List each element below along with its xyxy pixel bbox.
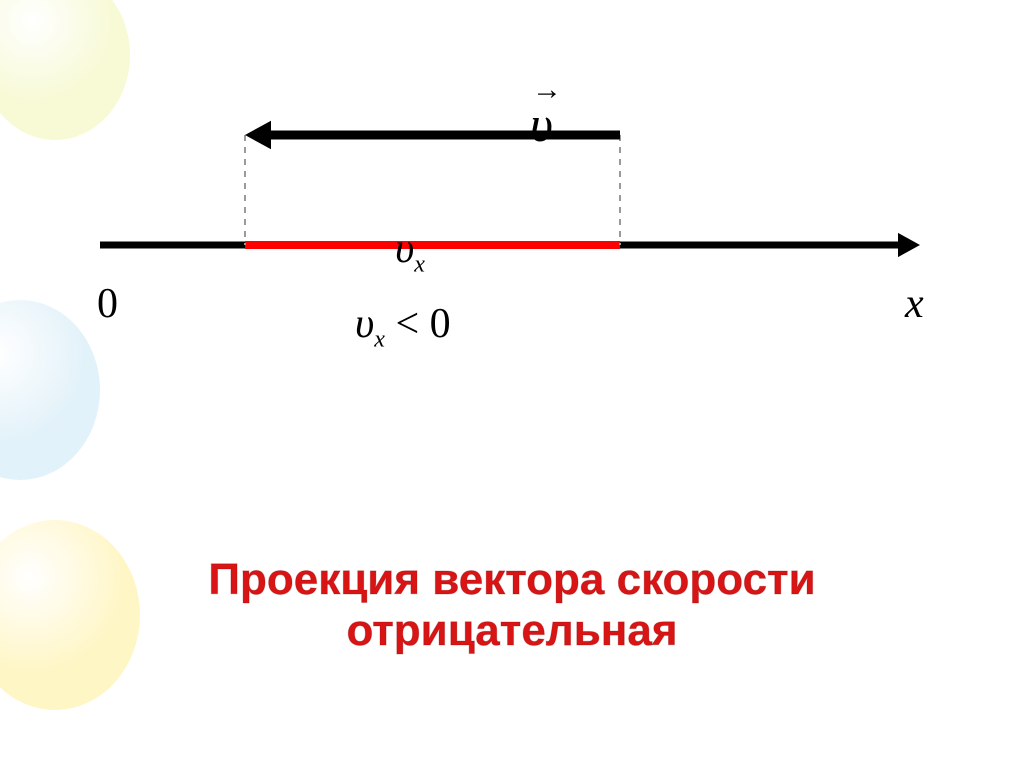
vector-arrow-icon: →	[532, 73, 562, 107]
origin-label: 0	[97, 280, 118, 328]
caption-line1: Проекция вектора скорости	[208, 555, 815, 604]
velocity-inequality-label: υx < 0	[355, 300, 451, 353]
slide-caption: Проекция вектора скорости отрицательная	[0, 555, 1024, 656]
caption-line2: отрицательная	[346, 606, 677, 655]
x-axis-label: x	[905, 280, 924, 328]
velocity-projection-subscript: x	[414, 251, 425, 277]
velocity-inequality-symbol: υ	[355, 301, 374, 347]
velocity-vector-label: → υ	[530, 95, 553, 153]
velocity-projection-label: υx	[395, 225, 425, 278]
velocity-inequality-subscript: x	[374, 326, 385, 352]
velocity-projection-symbol: υ	[395, 226, 414, 272]
vector-projection-diagram	[0, 0, 1024, 400]
velocity-inequality-rest: < 0	[385, 301, 451, 347]
